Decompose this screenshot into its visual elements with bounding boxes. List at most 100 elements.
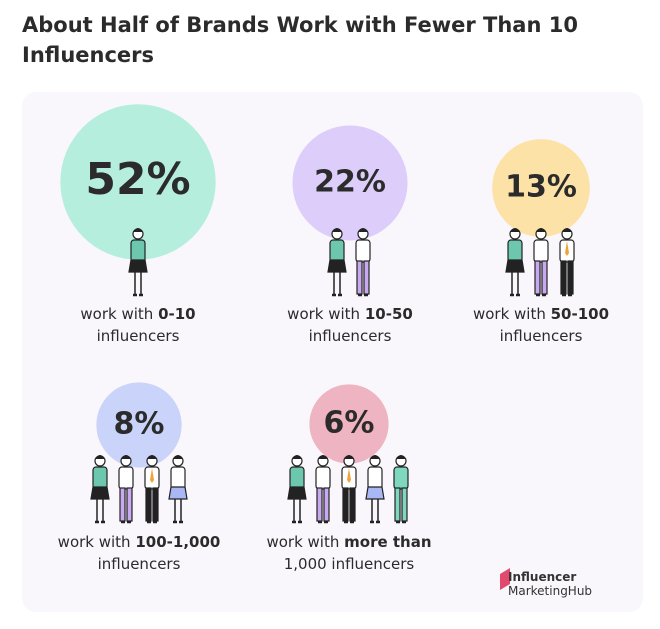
label-part: 1,000 influencers (283, 555, 415, 573)
person-part (133, 228, 143, 232)
person-part (394, 487, 401, 522)
person-part (536, 228, 546, 232)
person-icon (393, 455, 409, 524)
person-part (147, 455, 157, 459)
person-part (541, 260, 548, 295)
person-part (130, 239, 146, 263)
label-part: work with (80, 305, 159, 323)
label-part: more than (344, 533, 432, 551)
person-part (365, 486, 385, 500)
label-part: influencers (308, 327, 392, 345)
person-icon (90, 455, 110, 524)
person-part (90, 486, 110, 500)
bubble (309, 384, 389, 464)
person-icon (533, 228, 549, 297)
person-part (342, 487, 349, 522)
person-icon (144, 455, 160, 524)
person-icon (505, 228, 525, 297)
label-part: work with (266, 533, 345, 551)
person-part (533, 239, 549, 263)
person-icon (128, 228, 148, 297)
person-part (358, 228, 368, 232)
value-label: 52% (85, 154, 190, 205)
person-part (393, 466, 409, 490)
person-part (507, 239, 523, 263)
person-part (173, 455, 183, 459)
person-part (150, 468, 154, 483)
person-part (332, 228, 342, 232)
person-part (168, 486, 188, 500)
logo: Influencer MarketingHub (508, 570, 592, 598)
person-part (95, 455, 105, 459)
person-icon (287, 455, 307, 524)
person-part (145, 487, 152, 522)
person-icon (315, 455, 331, 524)
person-part (318, 455, 328, 459)
category-label: work with 50-100 influencers (446, 303, 636, 347)
person-part (121, 455, 131, 459)
person-icon (327, 228, 347, 297)
person-part (367, 466, 383, 490)
person-part (567, 260, 574, 295)
label-part: 50-100 (550, 305, 610, 323)
person-part (323, 487, 330, 522)
person-part (347, 468, 351, 483)
person-part (170, 466, 186, 490)
label-part: 10-50 (364, 305, 413, 323)
person-part (356, 260, 363, 295)
person-part (510, 228, 520, 232)
value-label: 8% (114, 407, 165, 442)
person-part (315, 466, 331, 490)
person-part (327, 259, 347, 273)
person-icon (365, 455, 385, 524)
label-part: 0-10 (158, 305, 196, 323)
person-part (289, 466, 305, 490)
person-part (534, 260, 541, 295)
person-part (349, 487, 356, 522)
label-part: influencers (499, 327, 583, 345)
category-label: work with 0-10 influencers (43, 303, 233, 347)
chart-title: About Half of Brands Work with Fewer Tha… (22, 13, 578, 67)
bubble (492, 139, 590, 237)
person-part (329, 239, 345, 263)
bubble (292, 125, 408, 241)
label-part: 100-1,000 (135, 533, 221, 551)
person-icon (118, 455, 134, 524)
person-part (565, 241, 569, 256)
person-part (401, 487, 408, 522)
person-part (355, 239, 371, 263)
person-part (287, 486, 307, 500)
bubble (96, 382, 182, 468)
person-icon (168, 455, 188, 524)
person-icon (355, 228, 371, 297)
person-part (118, 466, 134, 490)
value-label: 6% (324, 406, 375, 441)
person-part (363, 260, 370, 295)
label-part: work with (472, 305, 551, 323)
logo-line: MarketingHub (508, 584, 593, 598)
logo-line: Influencer (508, 570, 577, 584)
label-part: influencers (96, 327, 180, 345)
label-part: work with (287, 305, 365, 323)
person-part (396, 455, 406, 459)
person-part (505, 259, 525, 273)
category-label: work with 10-50 influencers (255, 303, 445, 347)
person-part (562, 228, 572, 232)
bubble (60, 104, 216, 260)
logo-icon (500, 568, 510, 590)
category-label: work with more than 1,000 influencers (254, 531, 444, 575)
person-icon (559, 228, 575, 297)
value-label: 22% (314, 165, 386, 200)
person-part (128, 259, 148, 273)
person-icon (341, 455, 357, 524)
person-part (126, 487, 133, 522)
label-part: influencers (97, 555, 181, 573)
label-part: work with (57, 533, 136, 551)
person-part (344, 455, 354, 459)
person-part (152, 487, 159, 522)
person-part (119, 487, 126, 522)
person-part (370, 455, 380, 459)
person-part (92, 466, 108, 490)
